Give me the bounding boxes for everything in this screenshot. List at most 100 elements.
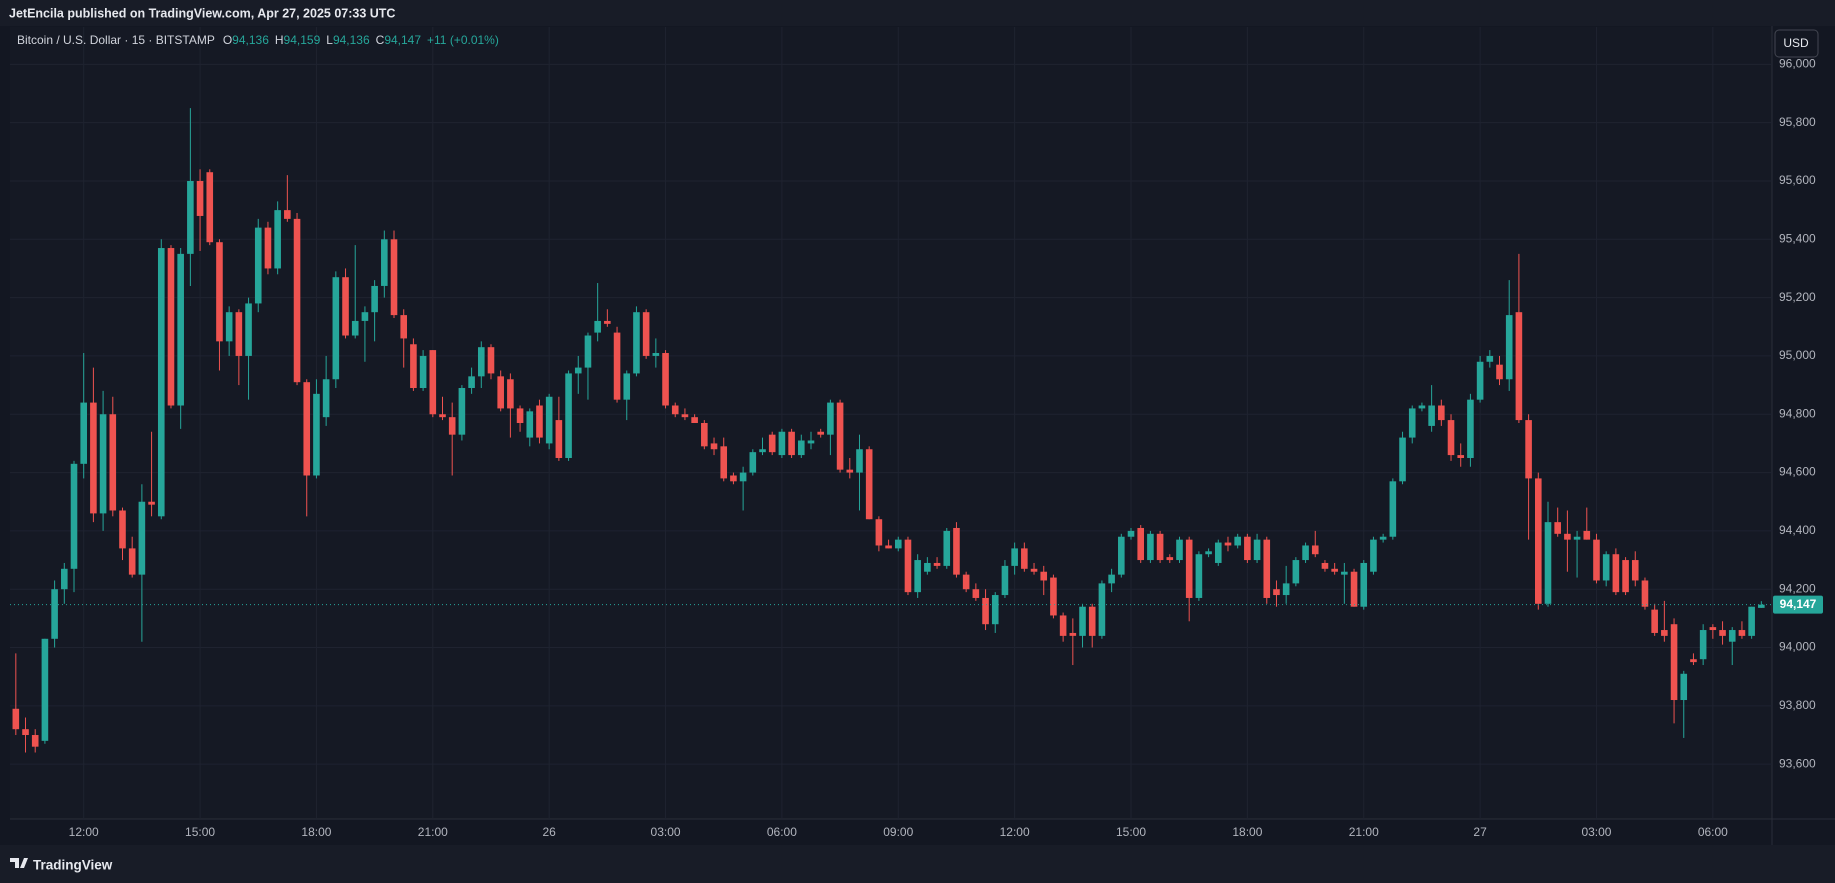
candle-body [128, 548, 136, 575]
candle-body [361, 312, 369, 321]
candle-body [196, 180, 204, 216]
candle-body [1001, 565, 1009, 596]
candle-body [1302, 545, 1309, 561]
x-tick-label: 21:00 [418, 825, 448, 839]
candle-body [507, 379, 514, 409]
candle-body [254, 227, 262, 304]
candle-body [51, 589, 58, 639]
x-tick-label: 09:00 [883, 825, 913, 839]
currency-button[interactable] [1774, 29, 1819, 58]
candle-body [1418, 405, 1426, 409]
candle-body [817, 431, 824, 435]
y-tick-label: 93,600 [1779, 756, 1816, 770]
candle-body [458, 388, 466, 435]
legend-key: L [326, 33, 333, 47]
candle-body [584, 335, 592, 368]
y-tick-label: 94,400 [1779, 523, 1816, 537]
candle-body [1699, 630, 1707, 660]
legend-key: H [275, 33, 284, 47]
candle-body [555, 420, 563, 458]
candle-body [448, 417, 456, 435]
plot-area [10, 27, 1772, 819]
candle-body [264, 227, 272, 269]
candle-body [1292, 560, 1300, 584]
candle-body [1040, 571, 1048, 581]
candle-body [390, 239, 398, 316]
candle-body [41, 638, 49, 741]
footer-bar [0, 845, 1835, 883]
candle-body [1525, 420, 1532, 479]
candle-body [701, 423, 708, 447]
top-bar [0, 0, 1835, 26]
candle-body [90, 402, 97, 514]
candle-body [536, 405, 543, 438]
candle-body [342, 277, 349, 336]
x-tick-label: 21:00 [1349, 825, 1379, 839]
x-tick-label: 06:00 [767, 825, 797, 839]
candle-body [924, 562, 931, 572]
candle-body [1360, 562, 1368, 607]
candle-body [1428, 405, 1435, 426]
candle-body [1195, 554, 1203, 598]
candle-body [1758, 604, 1765, 608]
candle-body [1214, 542, 1222, 563]
candle-body [1079, 606, 1086, 636]
candle-body [1389, 481, 1397, 537]
candle-body [1408, 408, 1416, 438]
brand-logo [10, 858, 28, 868]
candle-body [594, 320, 601, 333]
candle-body [1156, 533, 1164, 561]
x-tick-label: 15:00 [1116, 825, 1146, 839]
candle-body [749, 452, 757, 473]
candle-body [274, 210, 281, 269]
candle-body [322, 379, 330, 418]
candle-body [1583, 530, 1591, 540]
candle-body [1176, 539, 1183, 561]
candles [10, 108, 1772, 753]
candle-body [865, 449, 873, 520]
candle-body [633, 312, 640, 374]
candle-body [225, 312, 233, 342]
candle-body [1273, 589, 1280, 596]
x-tick-label: 12:00 [1000, 825, 1030, 839]
candle-body [1515, 312, 1523, 421]
y-tick-label: 94,200 [1779, 581, 1816, 595]
candle-body [836, 402, 844, 470]
candle-body [875, 519, 883, 546]
y-tick-label: 95,400 [1779, 231, 1816, 245]
candle-body [1534, 478, 1542, 604]
candle-body [613, 332, 621, 400]
candle-body [1379, 536, 1387, 540]
candle-body [400, 315, 408, 339]
candle-body [1476, 361, 1484, 400]
x-tick-label: 18:00 [301, 825, 331, 839]
legend-value: 94,147 [384, 33, 421, 47]
candle-body [1438, 405, 1445, 421]
candle-body [235, 312, 243, 356]
candle-body [768, 434, 776, 453]
candle-body [245, 303, 252, 356]
candle-body [351, 320, 359, 336]
candle-body [1253, 539, 1261, 561]
candle-body [31, 735, 39, 747]
candle-body [623, 373, 631, 400]
candle-body [1554, 522, 1561, 534]
candle-body [12, 708, 20, 730]
legend-value: 94,136 [333, 33, 370, 47]
candle-body [1244, 536, 1251, 561]
candle-body [1399, 437, 1406, 482]
candle-body [846, 469, 854, 473]
candle-body [710, 443, 718, 450]
candle-body [332, 277, 340, 380]
y-tick-label: 94,000 [1779, 640, 1816, 654]
candle-body [1350, 571, 1358, 607]
candle-body [206, 172, 214, 243]
candle-body [1612, 554, 1620, 593]
candle-body [933, 562, 941, 566]
candle-body [1011, 548, 1018, 566]
candle-body [1593, 539, 1600, 581]
candle-body [1719, 630, 1726, 636]
candle-body [119, 510, 126, 549]
